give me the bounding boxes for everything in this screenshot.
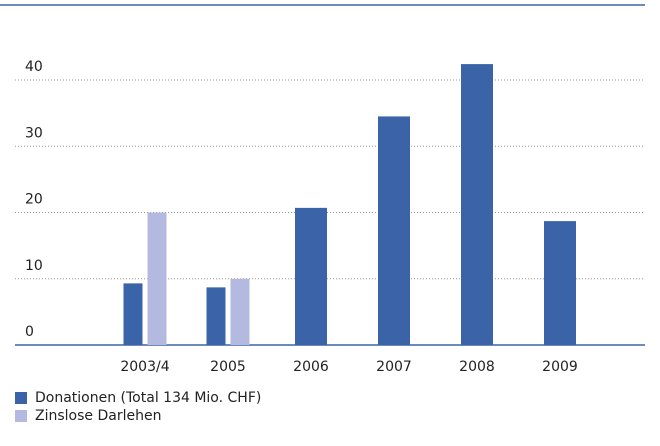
legend-swatch	[15, 392, 27, 404]
bar	[147, 212, 167, 345]
y-tick-label: 30	[25, 125, 43, 141]
bar	[123, 283, 143, 345]
x-tick-label: 2006	[293, 359, 329, 375]
y-tick-label: 40	[25, 59, 43, 75]
x-tick-label: 2003/4	[120, 359, 169, 375]
x-tick-label: 2009	[542, 359, 578, 375]
bar	[206, 287, 226, 345]
x-tick-label: 2005	[210, 359, 246, 375]
legend-label: Zinslose Darlehen	[35, 408, 161, 424]
x-tick-label: 2008	[459, 359, 495, 375]
y-tick-label: 10	[25, 258, 43, 274]
bar	[230, 278, 250, 345]
y-tick-label: 20	[25, 192, 43, 208]
bar	[544, 221, 576, 345]
bar	[461, 64, 493, 345]
bar	[295, 207, 327, 345]
bar	[378, 116, 410, 345]
legend-swatch	[15, 410, 27, 422]
x-tick-label: 2007	[376, 359, 412, 375]
y-tick-label: 0	[25, 324, 34, 340]
legend-label: Donationen (Total 134 Mio. CHF)	[35, 390, 261, 406]
